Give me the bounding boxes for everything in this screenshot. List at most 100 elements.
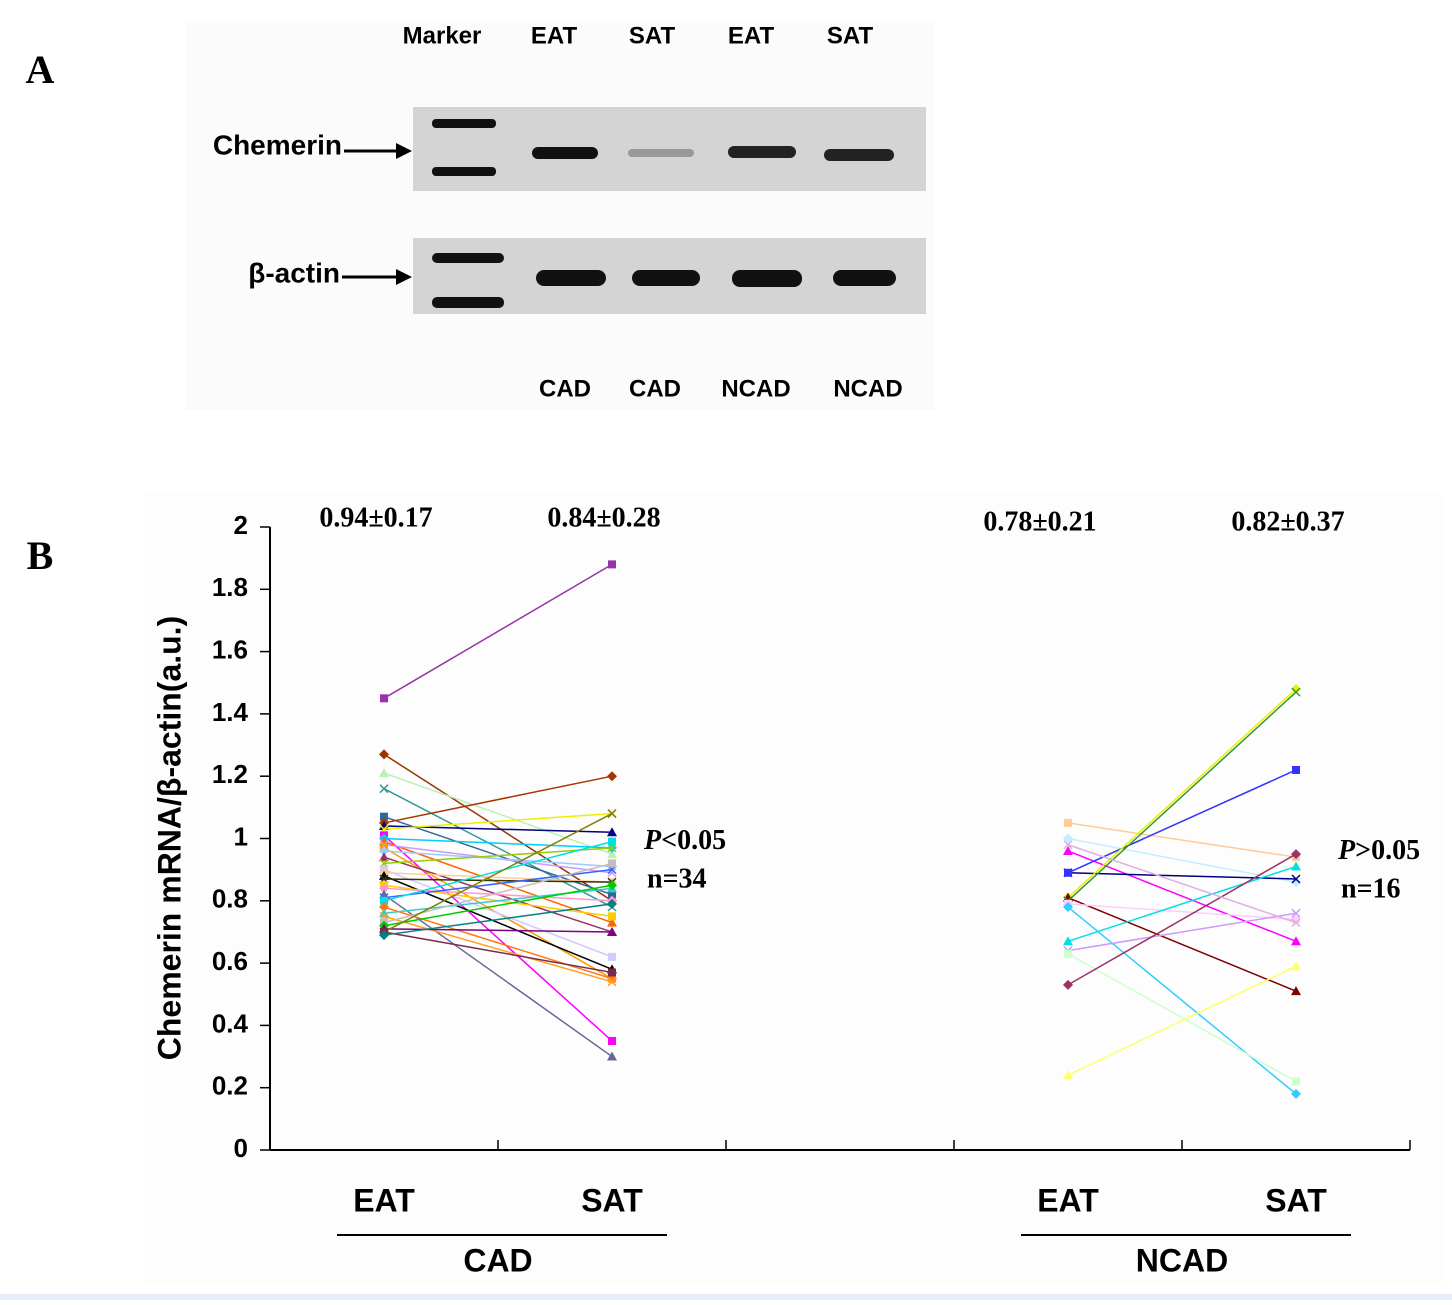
point xyxy=(1064,818,1072,827)
p-symbol: P xyxy=(643,825,662,856)
pair-line xyxy=(383,893,613,1058)
point xyxy=(379,930,389,941)
chart-panel xyxy=(145,493,1442,1285)
point xyxy=(1063,979,1073,990)
x-tick-label: SAT xyxy=(1265,1182,1327,1218)
point xyxy=(1063,1070,1073,1080)
lane-label: SAT xyxy=(827,22,874,49)
point xyxy=(607,917,617,927)
point xyxy=(607,977,617,987)
point xyxy=(607,771,617,782)
y-tick-label: 1.8 xyxy=(212,572,248,602)
pair-line xyxy=(383,931,613,974)
pair-line xyxy=(1067,906,1297,1095)
n-label: n=16 xyxy=(1341,873,1401,904)
y-tick-label: 0.8 xyxy=(212,884,248,914)
point xyxy=(607,898,617,909)
point xyxy=(608,560,616,569)
point xyxy=(379,870,389,880)
point xyxy=(379,883,389,894)
arrows xyxy=(342,143,412,285)
y-tick-label: 0.4 xyxy=(212,1008,249,1038)
pair-line xyxy=(383,868,613,899)
pair-line xyxy=(1067,691,1297,902)
pair-line xyxy=(1067,903,1297,921)
n-label: n=34 xyxy=(647,863,707,894)
point xyxy=(1063,840,1073,850)
point xyxy=(607,827,617,837)
point xyxy=(608,968,616,977)
y-axis-title: Chemerin mRNA/β-actin(a.u.) xyxy=(151,616,187,1060)
pair-line xyxy=(383,872,613,883)
pair-line xyxy=(1067,912,1297,952)
y-tick-label: 1.4 xyxy=(212,697,249,727)
pair-line xyxy=(1067,865,1297,943)
pair-line xyxy=(1067,872,1297,880)
pair-line xyxy=(1067,837,1297,883)
group-label: NCAD xyxy=(1136,1242,1228,1278)
pair-line xyxy=(1067,844,1297,924)
bottom-strip xyxy=(0,1294,1452,1300)
p-text: <0.05 xyxy=(661,825,726,856)
pair-line xyxy=(383,847,613,865)
point xyxy=(380,896,388,905)
pair-line xyxy=(383,884,613,927)
x-tick-label: EAT xyxy=(1037,1182,1099,1218)
point xyxy=(607,809,617,819)
point xyxy=(1291,687,1301,697)
point xyxy=(607,849,617,859)
point xyxy=(608,952,616,961)
point xyxy=(379,852,389,862)
gel-image xyxy=(413,107,926,314)
point xyxy=(379,889,389,899)
pair-line xyxy=(1067,822,1297,858)
point xyxy=(1291,936,1301,946)
pair-line xyxy=(383,775,613,824)
point xyxy=(1291,874,1301,884)
point xyxy=(379,768,389,778)
stat-label: 0.84±0.28 xyxy=(547,502,660,533)
point xyxy=(1292,1077,1300,1086)
pair-line xyxy=(383,850,613,868)
y-tick-label: 1.2 xyxy=(212,759,248,789)
x-tick-label: EAT xyxy=(353,1182,415,1218)
point xyxy=(379,902,389,913)
row-label: β-actin xyxy=(248,257,340,288)
point xyxy=(1291,986,1301,996)
panel-label: A xyxy=(26,47,55,92)
point xyxy=(1291,1088,1301,1099)
stat-label: 0.82±0.37 xyxy=(1231,506,1344,537)
point xyxy=(379,821,389,831)
point xyxy=(380,694,388,703)
lane-group-label: CAD xyxy=(629,375,681,402)
point xyxy=(1063,833,1073,844)
pair-line xyxy=(1067,688,1297,899)
lane-label: Marker xyxy=(403,22,482,49)
pair-line xyxy=(383,753,613,902)
point xyxy=(1063,902,1073,913)
panel-label: B xyxy=(27,533,54,578)
pair-line xyxy=(383,868,613,958)
point xyxy=(379,784,389,794)
point xyxy=(1292,765,1300,774)
point xyxy=(1291,918,1301,928)
point xyxy=(608,859,616,868)
y-tick-label: 0 xyxy=(234,1133,248,1163)
point xyxy=(379,836,389,846)
point xyxy=(1292,915,1300,924)
point xyxy=(1291,961,1301,971)
point xyxy=(379,845,389,856)
point xyxy=(379,908,389,918)
pair-line xyxy=(383,915,613,983)
lane-label: EAT xyxy=(728,22,775,49)
pair-line xyxy=(383,563,613,699)
lane-group-label: NCAD xyxy=(721,375,790,402)
x-tick-label: SAT xyxy=(581,1182,643,1218)
y-tick-label: 0.2 xyxy=(212,1071,248,1101)
pair-line xyxy=(1067,953,1297,1083)
group-label: CAD xyxy=(463,1242,532,1278)
p-value: P>0.05 xyxy=(1337,835,1420,866)
y-tick-label: 0.6 xyxy=(212,946,248,976)
point xyxy=(1291,683,1301,694)
